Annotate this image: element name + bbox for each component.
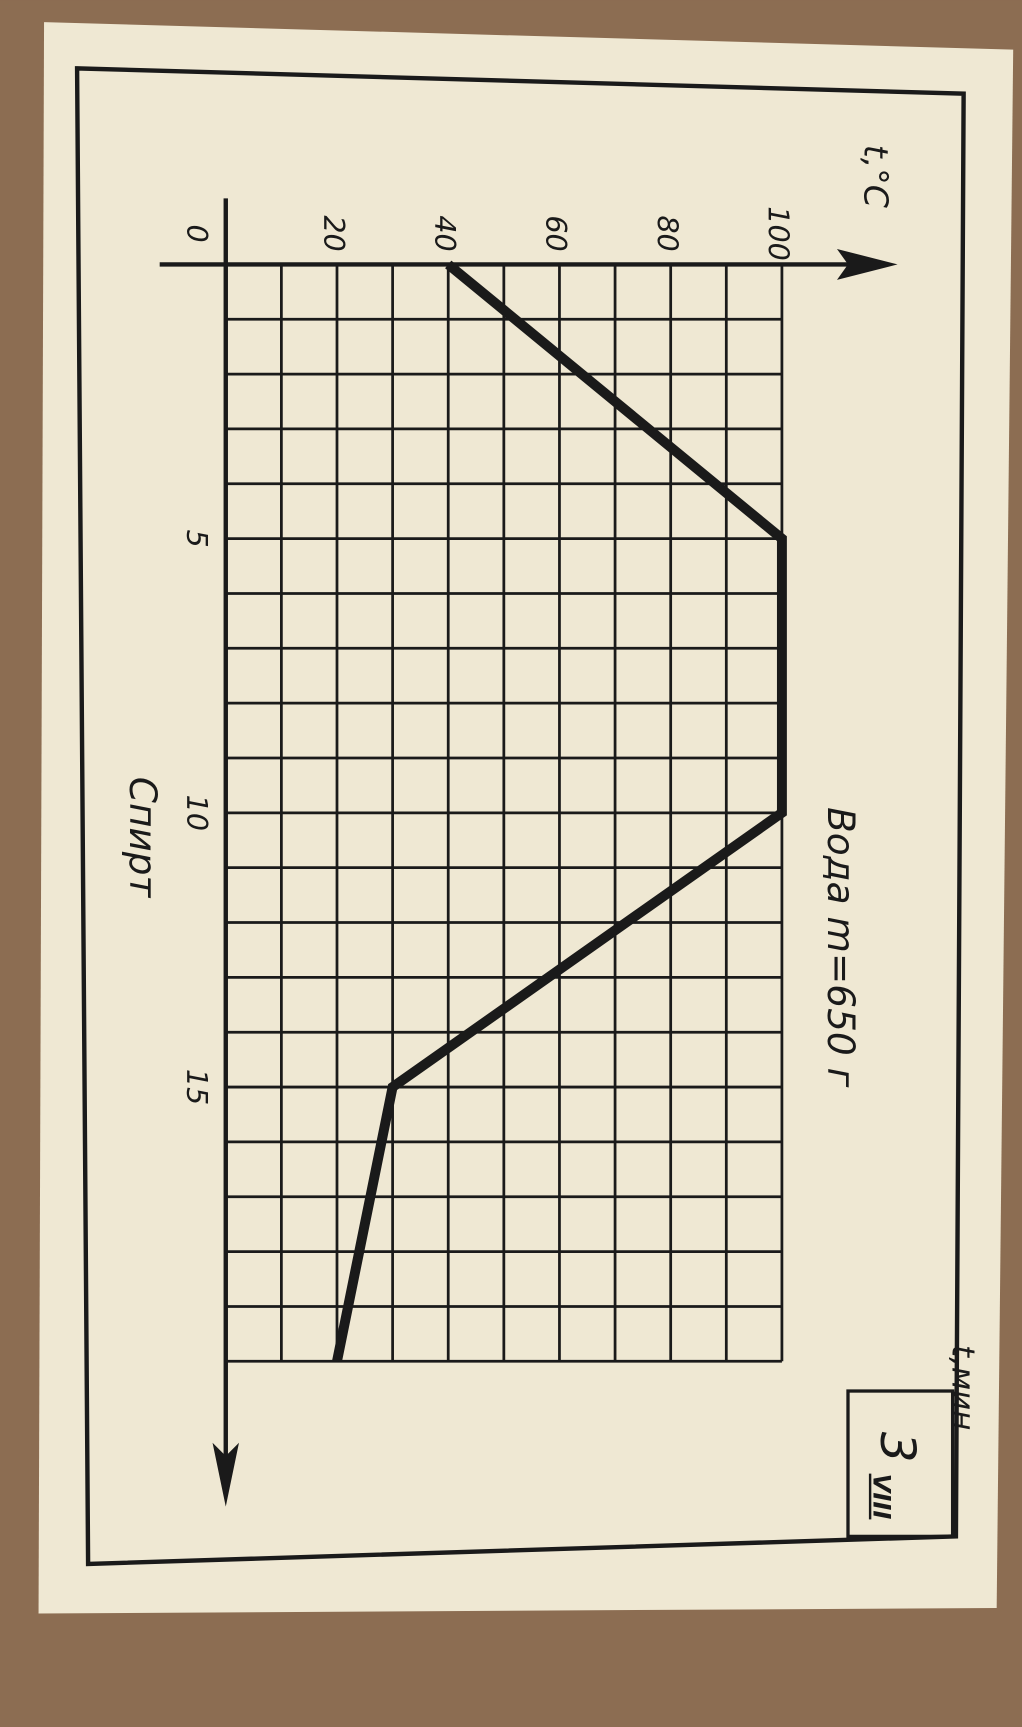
- y-tick-label: 20: [317, 215, 351, 251]
- card-number-box: 3 VIII: [846, 1389, 955, 1539]
- axes: [159, 198, 898, 1507]
- x-tick-label: 5: [180, 530, 214, 548]
- time-axis-arrow: [212, 1442, 239, 1507]
- y-tick-label: 40: [428, 215, 462, 251]
- card-series: VIII: [867, 1474, 895, 1520]
- series-line: [332, 260, 787, 1363]
- y-tick-label: 0: [180, 224, 214, 242]
- x-tick-label: 10: [180, 795, 214, 831]
- labels: 0 20 40 60 80 100 5 10 15 t,°C t,мин Вода m=650 г Сп…: [121, 145, 981, 1431]
- card-frame: [74, 66, 966, 1567]
- temperature-axis-arrow: [836, 248, 898, 280]
- grid: [224, 263, 784, 1363]
- y-tick-label: 100: [762, 206, 796, 261]
- card-number: 3: [869, 1432, 925, 1463]
- annotation-water: Вода m=650 г: [819, 807, 863, 1088]
- y-tick-label: 80: [650, 215, 684, 251]
- x-axis-label: t,мин: [945, 1345, 981, 1430]
- x-tick-label: 15: [180, 1069, 214, 1105]
- y-axis-label: t,°C: [857, 145, 896, 208]
- annotation-alcohol: Спирт: [121, 777, 165, 899]
- y-tick-label: 60: [539, 215, 573, 251]
